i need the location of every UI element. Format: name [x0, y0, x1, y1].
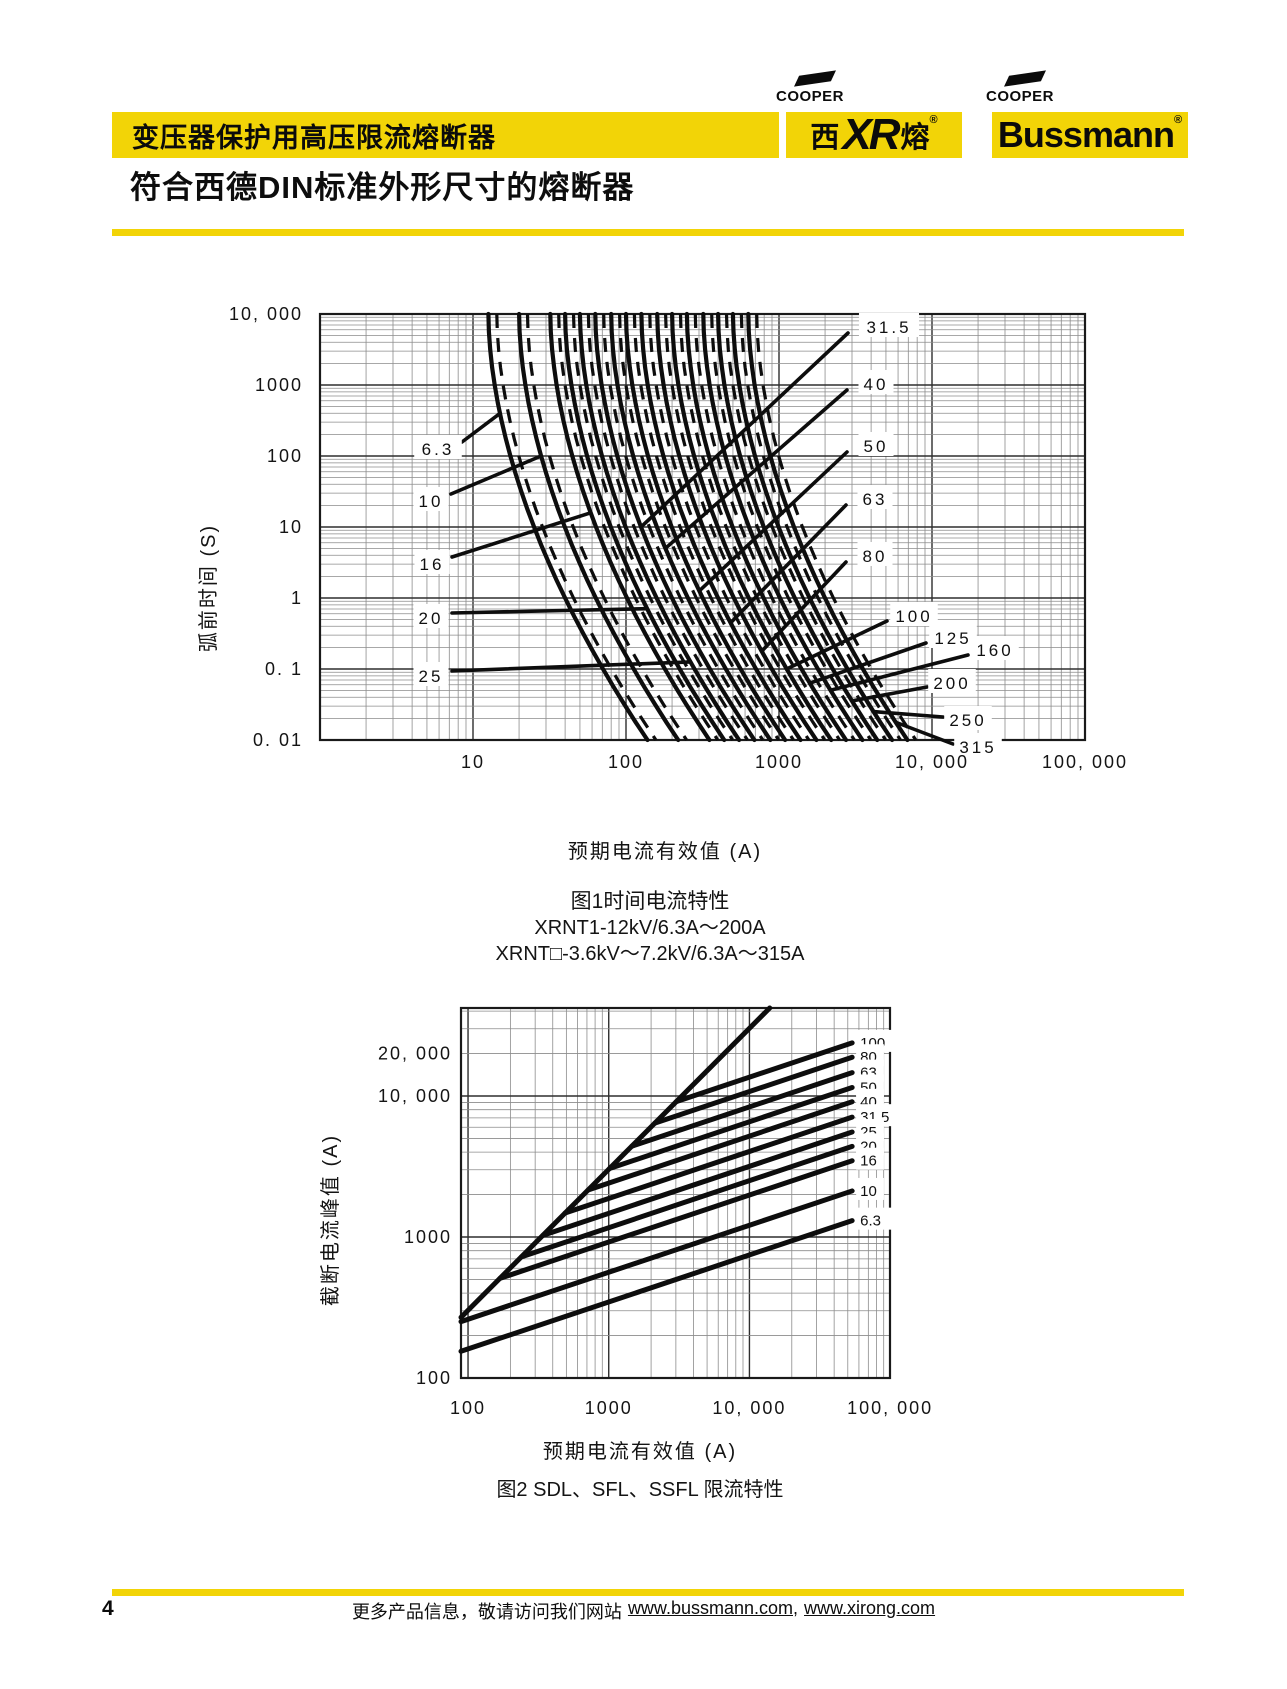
- fig1-subtitle-2: XRNT□-3.6kV～7.2kV/6.3A～315A: [496, 943, 806, 965]
- svg-text:40: 40: [864, 375, 889, 394]
- svg-text:1000: 1000: [255, 375, 303, 395]
- svg-text:20: 20: [419, 609, 444, 628]
- fig2-y-axis-title: 截断电流峰值 (A): [319, 1134, 342, 1306]
- svg-text:100: 100: [608, 752, 644, 772]
- svg-text:10: 10: [860, 1183, 877, 1200]
- svg-text:125: 125: [934, 629, 971, 648]
- svg-text:25: 25: [419, 667, 444, 686]
- bussmann-wordmark: Bussmann: [997, 114, 1175, 155]
- footer-link-bussmann[interactable]: www.bussmann.com: [627, 1598, 793, 1618]
- svg-text:0. 01: 0. 01: [253, 730, 303, 750]
- svg-text:63: 63: [863, 490, 888, 509]
- bussmann-registered-mark: ®: [1173, 114, 1183, 126]
- svg-text:100, 000: 100, 000: [1042, 752, 1128, 772]
- title-rule: [112, 229, 1184, 236]
- page-number: 4: [102, 1597, 114, 1620]
- svg-text:100: 100: [860, 1035, 885, 1052]
- cooper-wordmark-left: COOPER: [776, 70, 845, 106]
- svg-text:16: 16: [420, 555, 445, 574]
- footer-info-text: 更多产品信息，敬请访问我们网站: [351, 1602, 622, 1622]
- xirong-xi-glyph: 西: [810, 122, 840, 154]
- svg-text:1: 1: [291, 588, 303, 608]
- svg-text:100: 100: [267, 446, 303, 466]
- svg-text:25: 25: [860, 1124, 877, 1141]
- xirong-xr-glyph: XR: [842, 110, 900, 159]
- fig2-caption: 图2 SDL、SFL、SSFL 限流特性: [496, 1478, 783, 1501]
- svg-text:1000: 1000: [404, 1227, 452, 1247]
- xirong-logo: 西 XR 熔 ®: [786, 112, 962, 158]
- svg-text:20: 20: [860, 1138, 877, 1155]
- svg-text:10: 10: [419, 492, 444, 511]
- svg-text:80: 80: [860, 1049, 877, 1066]
- svg-text:40: 40: [860, 1094, 877, 1111]
- svg-text:1000: 1000: [755, 752, 803, 772]
- page-title: 符合西德DIN标准外形尺寸的熔断器: [130, 170, 635, 205]
- fig1-y-axis-title: 弧前时间 (S): [197, 524, 220, 652]
- svg-text:16: 16: [860, 1153, 877, 1170]
- xirong-registered-mark: ®: [929, 114, 938, 126]
- svg-text:10: 10: [279, 517, 303, 537]
- svg-text:31.5: 31.5: [866, 318, 911, 337]
- fig1-subtitle-1: XRNT1-12kV/6.3A～200A: [534, 917, 766, 939]
- svg-text:250: 250: [949, 711, 986, 730]
- header-bar: 变压器保护用高压限流熔断器: [112, 112, 779, 158]
- svg-text:6.3: 6.3: [422, 440, 455, 459]
- footer-link-separator: ,: [793, 1598, 799, 1618]
- cooper-wordmark-right-text: COOPER: [986, 88, 1055, 105]
- footer-link-xirong[interactable]: www.xirong.com: [804, 1598, 936, 1618]
- cooper-flag-icon: [1004, 70, 1046, 87]
- footer: 更多产品信息，敬请访问我们网站 www.bussmann.com , www.x…: [0, 1598, 1287, 1624]
- svg-text:10, 000: 10, 000: [378, 1086, 452, 1106]
- svg-text:6.3: 6.3: [860, 1213, 881, 1230]
- svg-text:10, 000: 10, 000: [712, 1398, 786, 1418]
- svg-text:315: 315: [959, 738, 996, 757]
- svg-text:10, 000: 10, 000: [229, 304, 303, 324]
- svg-text:100: 100: [416, 1368, 452, 1388]
- svg-text:100: 100: [450, 1398, 486, 1418]
- svg-text:50: 50: [864, 437, 889, 456]
- svg-text:10, 000: 10, 000: [895, 752, 969, 772]
- svg-text:1000: 1000: [585, 1398, 633, 1418]
- cooper-wordmark-left-text: COOPER: [776, 88, 845, 105]
- svg-text:100: 100: [895, 607, 932, 626]
- svg-text:100, 000: 100, 000: [847, 1398, 933, 1418]
- cooper-wordmark-right: COOPER: [986, 70, 1055, 106]
- fig1-x-axis-title: 预期电流有效值 (A): [568, 840, 762, 863]
- bussmann-logo: Bussmann ®: [992, 112, 1188, 158]
- svg-text:80: 80: [863, 547, 888, 566]
- svg-text:50: 50: [860, 1079, 877, 1096]
- svg-text:31.5: 31.5: [860, 1109, 889, 1126]
- svg-text:63: 63: [860, 1065, 877, 1082]
- fig1-caption: 图1时间电流特性: [571, 890, 730, 913]
- svg-text:10: 10: [461, 752, 485, 772]
- svg-text:160: 160: [976, 641, 1013, 660]
- xirong-rong-glyph: 熔: [900, 122, 930, 154]
- footer-rule: [112, 1589, 1184, 1596]
- fig2-x-axis-title: 预期电流有效值 (A): [543, 1440, 737, 1463]
- svg-text:200: 200: [933, 674, 970, 693]
- svg-text:0. 1: 0. 1: [265, 659, 303, 679]
- cooper-flag-icon: [794, 70, 836, 87]
- figure1-time-current-chart: 6.31016202531.54050638010012516020025031…: [229, 304, 1128, 772]
- header-bar-title: 变压器保护用高压限流熔断器: [132, 122, 496, 153]
- svg-text:20, 000: 20, 000: [378, 1044, 452, 1064]
